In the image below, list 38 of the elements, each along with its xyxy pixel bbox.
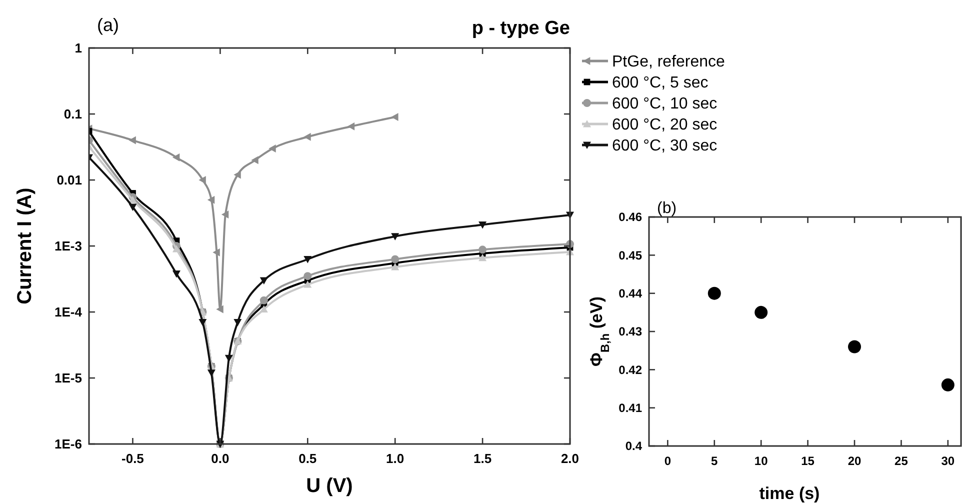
y-axis-title: Current I (A) (14, 188, 36, 304)
legend-label: PtGe, reference (612, 54, 726, 71)
x-tick-label: 20 (848, 454, 862, 468)
x-axis-title: time (s) (759, 484, 820, 503)
y-tick-label: 1E-5 (54, 370, 82, 386)
y-tick-label: 0.42 (618, 362, 642, 377)
legend-label: 600 °C, 20 sec (612, 116, 718, 134)
x-tick-label: 0 (664, 454, 672, 468)
legend-label: 600 °C, 5 sec (612, 74, 708, 92)
x-tick-label: 2.0 (560, 451, 580, 466)
x-tick-label: 10 (754, 454, 768, 468)
legend-label: 600 °C, 10 sec (612, 96, 718, 113)
y-tick-label: 0.1 (64, 106, 82, 122)
y-tick-label: 1E-6 (54, 436, 82, 452)
y-tick-label: 1 (74, 40, 82, 56)
legend-label: 600 °C, 30 sec (612, 138, 718, 155)
y-tick-label: 0.43 (618, 324, 642, 339)
text: (a) (97, 15, 119, 35)
y-tick-label: 1E-4 (54, 304, 83, 320)
y-tick-label: 0.41 (618, 401, 642, 416)
y-tick-label: 0.45 (618, 248, 642, 262)
x-tick-label: 30 (941, 454, 955, 468)
y-tick-label: 0.01 (56, 172, 82, 188)
x-tick-label: 15 (801, 454, 815, 468)
x-tick-label: 1.5 (474, 451, 492, 466)
x-tick-label: 0.5 (298, 451, 317, 466)
x-tick-label: 0.0 (211, 451, 230, 466)
y-tick-label: 1E-3 (54, 238, 82, 254)
annotation: (b) (657, 200, 677, 217)
x-tick-label: -0.5 (122, 451, 144, 466)
x-tick-label: 5 (711, 454, 718, 468)
x-tick-label: 25 (894, 454, 908, 468)
y-tick-label: 0.44 (618, 286, 642, 301)
chart-title: p - type Ge (472, 18, 570, 39)
y-tick-label: 0.46 (618, 210, 642, 224)
x-axis-title: U (V) (306, 475, 353, 497)
y-tick-label: 0.4 (625, 439, 642, 454)
x-tick-label: 1.0 (386, 451, 404, 466)
